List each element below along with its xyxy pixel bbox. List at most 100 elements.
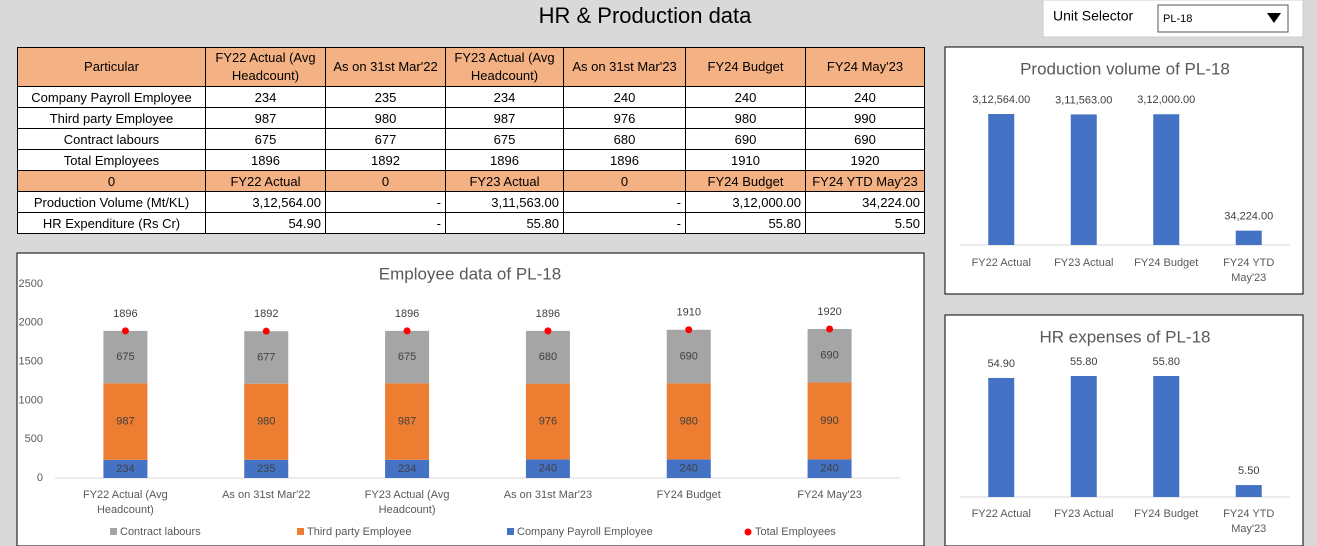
table-cell: Company Payroll Employee bbox=[17, 86, 206, 108]
table-cell: 234 bbox=[205, 86, 326, 108]
bar-segment bbox=[103, 383, 148, 460]
bar-segment bbox=[525, 383, 570, 460]
y-tick-label: 1500 bbox=[19, 356, 43, 368]
table-cell: HR Expenditure (Rs Cr) bbox=[17, 212, 206, 234]
y-tick-label: 2500 bbox=[19, 278, 43, 290]
x-tick-label: FY23 Actual (Avg Headcount) bbox=[364, 489, 450, 516]
table-cell: 1896 bbox=[205, 149, 326, 171]
chart-panel bbox=[16, 252, 925, 546]
x-tick-label-box: FY23 Actual (Avg Headcount) bbox=[364, 489, 450, 516]
data-label: 1892 bbox=[254, 308, 278, 320]
data-label: 1910 bbox=[677, 307, 701, 319]
data-label: 55.80 bbox=[1070, 356, 1098, 368]
table-row: Third party Employee 987 980 987 976 980 990 bbox=[17, 107, 925, 129]
bar-segment bbox=[103, 330, 148, 384]
data-label: 675 bbox=[116, 351, 134, 363]
table-cell: Particular bbox=[17, 47, 206, 87]
table-row: Particular FY22 Actual (Avg Headcount) As … bbox=[17, 47, 925, 87]
data-label: 240 bbox=[539, 463, 557, 475]
table-cell: 54.90 bbox=[205, 212, 326, 234]
data-label: 980 bbox=[680, 415, 698, 427]
data-label: 690 bbox=[680, 350, 698, 362]
point bbox=[544, 327, 552, 335]
data-label: 987 bbox=[116, 415, 134, 427]
x-tick-label: As on 31st Mar'23 bbox=[503, 489, 593, 501]
bar-segment bbox=[807, 382, 852, 460]
bar bbox=[1153, 376, 1180, 497]
bar-segment bbox=[385, 383, 430, 460]
y-tick-label: 500 bbox=[25, 433, 43, 445]
table-cell: 976 bbox=[563, 107, 686, 129]
unit-selector[interactable] bbox=[1157, 4, 1289, 33]
data-label: 3,11,563.00 bbox=[1055, 94, 1112, 106]
bar bbox=[1235, 485, 1262, 497]
point bbox=[262, 327, 270, 335]
bar-segment bbox=[244, 383, 289, 460]
table-cell: FY24 YTD May'23 bbox=[805, 170, 925, 192]
data-label: 677 bbox=[257, 351, 275, 363]
legend-label: Third party Employee bbox=[307, 526, 412, 538]
x-tick-label: FY24 YTD May'23 bbox=[1223, 508, 1275, 535]
table-cell: 1920 bbox=[805, 149, 925, 171]
bar bbox=[1235, 230, 1262, 245]
table-cell: 980 bbox=[325, 107, 446, 129]
table-row: HR Expenditure (Rs Cr) 54.90-55.80-55.80 5… bbox=[17, 212, 925, 234]
legend-swatch bbox=[297, 528, 304, 535]
x-tick-label-box: FY24 Budget bbox=[1134, 257, 1199, 269]
table-row: 0 FY22 Actual 0 FY23 Actual 0 FY24 Budget FY24… bbox=[17, 170, 925, 192]
table-cell: 1892 bbox=[325, 149, 446, 171]
chart-title: HR expenses of PL-18 bbox=[1039, 327, 1210, 346]
table-cell: 980 bbox=[685, 107, 806, 129]
x-tick-label: FY23 Actual bbox=[1054, 508, 1114, 520]
data-label: 690 bbox=[820, 350, 838, 362]
x-tick-label: FY22 Actual bbox=[971, 257, 1031, 269]
x-tick-label-box: FY23 Actual bbox=[1054, 257, 1114, 269]
table-row: Company Payroll Employee 234 235 234 240 240 2… bbox=[17, 86, 925, 108]
table-cell: 0 bbox=[325, 170, 446, 192]
bar-segment bbox=[807, 459, 852, 478]
table-cell: As on 31st Mar'23 bbox=[563, 47, 686, 87]
table-cell: - bbox=[325, 212, 446, 234]
data-label: 1896 bbox=[113, 308, 137, 320]
bar bbox=[1070, 114, 1097, 246]
bar bbox=[988, 114, 1015, 245]
x-tick-label-box: FY22 Actual bbox=[971, 257, 1031, 269]
table-cell: 55.80 bbox=[685, 212, 806, 234]
y-tick-label: 2000 bbox=[19, 317, 43, 329]
legend-label: Company Payroll Employee bbox=[517, 526, 653, 538]
unit-selector-value[interactable]: PL-18 bbox=[1163, 13, 1192, 25]
bar-segment bbox=[244, 459, 289, 478]
unit-selector-label: Unit Selector bbox=[1053, 8, 1133, 24]
data-label: 1896 bbox=[395, 308, 419, 320]
y-tick-label: 1000 bbox=[19, 394, 43, 406]
table-cell: FY23 Actual (Avg Headcount) bbox=[445, 47, 564, 87]
table-cell: 240 bbox=[805, 86, 925, 108]
x-tick-label: FY24 Budget bbox=[1134, 257, 1199, 269]
x-tick-label-box: FY22 Actual bbox=[972, 508, 1031, 520]
data-label: 1896 bbox=[536, 308, 560, 320]
x-tick-label: FY24 Budget bbox=[656, 489, 721, 501]
legend-label: Total Employees bbox=[755, 526, 836, 538]
data-label: 34,224.00 bbox=[1224, 211, 1273, 223]
x-tick-label-box: As on 31st Mar'22 bbox=[222, 489, 311, 501]
dropdown-arrow[interactable] bbox=[1267, 13, 1281, 23]
x-tick-label: FY23 Actual bbox=[1054, 257, 1114, 269]
table-cell: FY24 May'23 bbox=[805, 47, 925, 87]
bar-segment bbox=[244, 331, 289, 384]
table-row: Contract labours 675 677 675 680 690 690 bbox=[17, 128, 925, 150]
data-label: 54.90 bbox=[987, 358, 1015, 370]
point bbox=[826, 325, 834, 333]
bar-segment bbox=[525, 459, 570, 478]
bar-segment bbox=[103, 459, 148, 478]
table-cell: 1896 bbox=[563, 149, 686, 171]
table-cell: 3,12,000.00 bbox=[685, 191, 806, 213]
data-label: 240 bbox=[820, 463, 838, 475]
x-tick-label: As on 31st Mar'22 bbox=[222, 489, 311, 501]
table-cell: Third party Employee bbox=[17, 107, 206, 129]
table-row: Total Employees 1896 1892 1896 1896 1910 1920 bbox=[17, 149, 925, 171]
x-tick-label-box: FY23 Actual bbox=[1054, 508, 1114, 520]
point bbox=[685, 326, 693, 334]
x-tick-label: FY24 May'23 bbox=[797, 489, 862, 501]
table-cell: 240 bbox=[685, 86, 806, 108]
